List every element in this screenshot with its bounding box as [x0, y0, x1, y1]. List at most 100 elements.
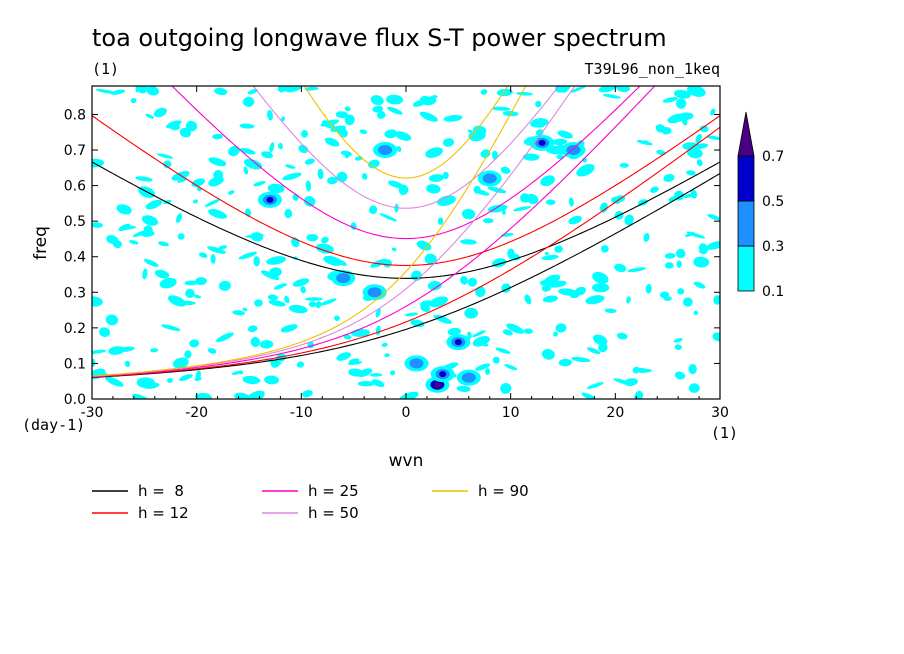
power-patch	[213, 170, 224, 181]
power-patch	[228, 190, 235, 195]
power-patch	[130, 98, 137, 104]
power-patch	[185, 288, 195, 298]
power-patch	[105, 314, 119, 326]
power-patch	[690, 189, 698, 199]
power-patch	[430, 95, 438, 100]
power-patch	[305, 180, 312, 192]
power-patch	[116, 204, 132, 215]
power-patch	[195, 277, 207, 286]
power-patch	[412, 99, 426, 107]
power-patch	[204, 199, 220, 207]
power-patch	[242, 96, 255, 107]
power-patch	[542, 295, 558, 303]
power-patch	[344, 106, 351, 112]
power-patch	[246, 390, 265, 399]
power-patch	[433, 314, 452, 324]
power-patch	[526, 193, 539, 205]
x-tick-label: 10	[502, 405, 520, 421]
power-patch	[554, 245, 563, 253]
y-tick-label: 0.1	[64, 356, 86, 372]
legend-label: h = 12	[138, 504, 189, 522]
power-patch	[234, 392, 252, 399]
power-patch	[686, 170, 696, 176]
power-patch	[677, 288, 685, 295]
power-patch	[142, 268, 148, 280]
power-patch	[108, 346, 125, 355]
power-patch	[315, 301, 322, 309]
power-patch	[551, 138, 568, 145]
power-patch	[442, 171, 449, 180]
power-patch	[370, 95, 384, 106]
power-patch	[245, 234, 265, 238]
power-patch	[334, 315, 340, 321]
colorbar-top-arrow	[737, 111, 755, 157]
power-patch	[239, 148, 256, 155]
power-patch	[688, 364, 697, 375]
power-patch	[195, 393, 212, 399]
power-patch	[682, 297, 693, 307]
power-patch	[513, 206, 532, 212]
power-hotspot	[339, 275, 347, 282]
power-hotspot	[486, 175, 494, 182]
power-patch	[179, 374, 193, 381]
power-patch	[576, 164, 595, 177]
power-patch	[185, 120, 198, 132]
power-patch	[467, 277, 477, 287]
dispersion-curves	[92, 86, 720, 379]
power-patch	[384, 129, 398, 139]
power-patch	[280, 116, 286, 122]
power-patch	[273, 283, 287, 290]
power-patch	[472, 125, 487, 135]
dispersion-curve-kelvin-h90	[92, 86, 527, 377]
power-patch	[523, 328, 533, 334]
power-patch	[135, 86, 140, 93]
dispersion-curve-h8	[92, 161, 720, 279]
power-patch	[599, 202, 608, 213]
power-patch	[405, 312, 419, 317]
power-patch	[473, 188, 490, 196]
dispersion-curve-h12	[92, 115, 720, 267]
x-tick-label: -20	[185, 405, 208, 421]
power-patch	[480, 149, 491, 158]
power-patch	[492, 106, 511, 111]
power-patch	[385, 94, 404, 105]
power-patch	[379, 213, 398, 222]
power-patch	[482, 218, 494, 224]
power-patch	[673, 190, 684, 201]
power-patch	[141, 215, 159, 226]
power-patch	[260, 270, 280, 281]
power-patch	[277, 86, 286, 93]
power-patch	[696, 159, 703, 167]
power-patch	[461, 208, 476, 220]
legend-label: h = 8	[138, 482, 184, 500]
power-patch	[320, 236, 329, 244]
power-patch	[384, 353, 390, 358]
power-hotspot	[266, 196, 274, 203]
power-patch	[207, 348, 217, 354]
power-patch	[431, 186, 440, 191]
power-patch	[272, 260, 283, 264]
power-patch	[501, 210, 506, 215]
power-patch	[516, 91, 533, 96]
power-patch	[268, 300, 286, 307]
power-patch	[238, 251, 258, 260]
power-patch	[193, 294, 202, 299]
colorbar: 0.1 0.3 0.5 0.7	[737, 111, 784, 300]
power-patch	[712, 332, 720, 342]
power-patch	[506, 323, 525, 334]
power-patch	[419, 111, 438, 122]
power-patch	[129, 240, 139, 245]
power-patch	[357, 380, 375, 387]
power-patch	[614, 263, 627, 273]
power-patch	[243, 166, 249, 175]
power-patch	[673, 338, 683, 343]
y-tick-label: 0.7	[64, 143, 86, 159]
power-patch	[167, 377, 173, 383]
power-patch	[568, 197, 574, 207]
power-patch	[288, 304, 308, 314]
power-patch	[92, 349, 107, 355]
x-unit-label: (1)	[711, 424, 738, 442]
colorbar-label: 0.1	[762, 284, 784, 300]
power-patch	[153, 107, 167, 118]
power-patch	[228, 145, 240, 157]
